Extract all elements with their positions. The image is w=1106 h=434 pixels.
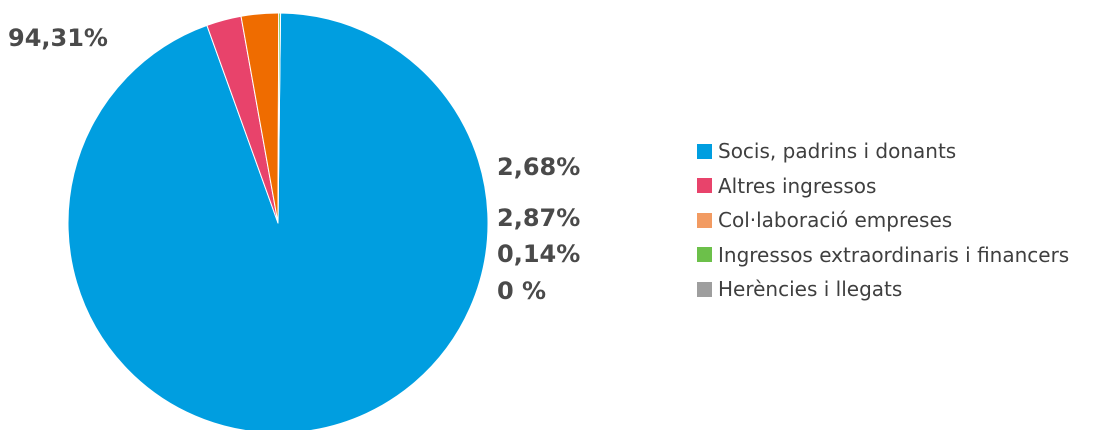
label-herencies: 0 % [497, 277, 546, 305]
legend-label: Col·laboració empreses [718, 208, 953, 233]
chart-legend: Socis, padrins i donants Altres ingresso… [697, 134, 1069, 307]
legend-item-socis[interactable]: Socis, padrins i donants [697, 134, 1069, 169]
legend-item-empreses[interactable]: Col·laboració empreses [697, 203, 1069, 238]
legend-swatch [697, 247, 712, 263]
legend-swatch [697, 281, 712, 297]
label-extraordinaris: 0,14% [497, 240, 580, 268]
legend-swatch [697, 143, 712, 159]
legend-label: Socis, padrins i donants [718, 139, 957, 164]
legend-item-altres[interactable]: Altres ingressos [697, 169, 1069, 204]
legend-label: Ingressos extraordinaris i financers [718, 242, 1070, 267]
legend-item-extraordinaris[interactable]: Ingressos extraordinaris i financers [697, 238, 1069, 273]
slice-extraordinaris[interactable] [277, 12, 282, 224]
pie-data-labels: 94,31% 2,68% 2,87% 0,14% 0 % [8, 24, 580, 305]
legend-item-herencies[interactable]: Herències i llegats [697, 272, 1069, 307]
label-empreses: 2,87% [497, 204, 580, 232]
legend-swatch [697, 212, 712, 228]
legend-swatch [697, 178, 712, 194]
legend-label: Altres ingressos [718, 173, 877, 198]
pie-slices [67, 12, 489, 434]
label-socis: 94,31% [8, 24, 108, 52]
legend-label: Herències i llegats [718, 277, 903, 302]
label-altres: 2,68% [497, 153, 580, 181]
